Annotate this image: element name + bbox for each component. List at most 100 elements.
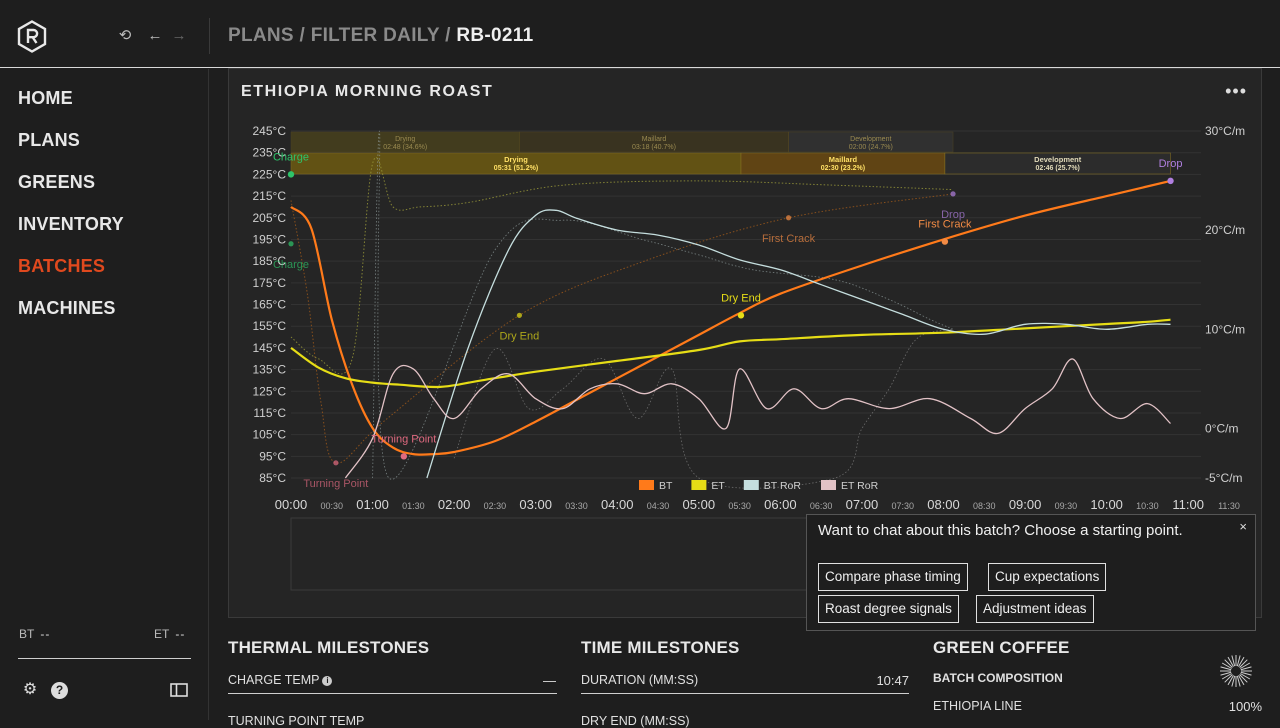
y-tick-label: 205°C <box>253 211 287 225</box>
chart-grid <box>291 130 1201 479</box>
logo-icon[interactable] <box>17 20 47 53</box>
y-tick-label: 135°C <box>253 363 287 377</box>
charge-temp-label: CHARGE TEMP i <box>228 673 333 687</box>
reference-phase-label: Drying <box>395 136 415 143</box>
reference-phase-stat: 02:00 (24.7%) <box>849 144 893 151</box>
x-tick-label: 01:30 <box>402 501 425 511</box>
event-label: Turning Point <box>371 433 436 445</box>
phase-label: Drying <box>504 155 528 164</box>
legend-swatch <box>743 480 759 490</box>
duration-value: 10:47 <box>876 673 909 688</box>
x-tick-label: 07:00 <box>846 497 879 512</box>
chat-option-roast-degree-signals[interactable]: Roast degree signals <box>818 595 959 623</box>
divider <box>228 693 557 694</box>
chat-option-compare-phase-timing[interactable]: Compare phase timing <box>818 563 968 591</box>
event-marker-turning-point <box>400 453 408 460</box>
bt-readout: BT -- <box>19 627 50 641</box>
x-tick-label: 04:00 <box>601 497 634 512</box>
x-tick-label: 02:30 <box>484 501 507 511</box>
batch-composition-title: BATCH COMPOSITION <box>933 671 1063 685</box>
sidebar-item-greens[interactable]: GREENS <box>18 172 96 192</box>
legend-label: BT RoR <box>764 480 802 492</box>
x-tick-label: 05:00 <box>683 497 716 512</box>
legend-swatch <box>821 480 836 490</box>
x-tick-label: 06:00 <box>764 497 797 512</box>
sidebar-item-batches[interactable]: BATCHES <box>18 256 106 276</box>
help-icon[interactable]: ? <box>51 682 68 699</box>
breadcrumb-separator: / <box>445 25 451 46</box>
y-axis-left: 245°C 235°C 225°C 215°C 205°C 195°C 185°C 175°C… <box>253 124 287 485</box>
event-label: Charge <box>273 151 309 163</box>
sidebar-item-home[interactable]: HOME <box>18 88 73 108</box>
arrow-right-icon[interactable]: → <box>171 27 187 44</box>
event-marker-first-crack <box>941 238 949 245</box>
arrow-left-icon[interactable]: ← <box>147 27 163 44</box>
x-tick-label: 00:30 <box>321 501 344 511</box>
composition-item-label: ETHIOPIA LINE <box>933 699 1022 713</box>
x-axis: 00:00 00:30 01:00 01:30 02:00 02:30 03:00 03:30… <box>275 497 1240 512</box>
reference-event-marker <box>333 460 339 466</box>
series-line-et-ror <box>344 358 1171 479</box>
close-icon[interactable]: × <box>1239 519 1247 534</box>
gear-icon[interactable]: ⚙ <box>22 681 38 698</box>
legend-label: ET <box>711 480 725 492</box>
sidebar <box>0 69 209 720</box>
sidebar-item-inventory[interactable]: INVENTORY <box>18 214 124 234</box>
reference-phase-label: Development <box>850 136 891 143</box>
y-tick-label: 125°C <box>253 384 287 398</box>
legend-item-bt: BT <box>639 480 673 492</box>
x-tick-label: 04:30 <box>647 501 670 511</box>
chat-option-adjustment-ideas[interactable]: Adjustment ideas <box>976 595 1094 623</box>
duration-label: DURATION (MM:SS) <box>581 673 699 687</box>
dry-end-label: DRY END (MM:SS) <box>581 714 690 728</box>
x-tick-label: 11:00 <box>1172 497 1204 512</box>
breadcrumb-item-plans[interactable]: PLANS <box>228 25 294 46</box>
sidebar-toggle-icon[interactable] <box>170 682 188 698</box>
history-icon[interactable]: ⟲ <box>118 27 132 44</box>
sidebar-item-machines[interactable]: MACHINES <box>18 298 116 318</box>
y-tick-label: 175°C <box>253 276 287 290</box>
sidebar-item-plans[interactable]: PLANS <box>18 130 81 150</box>
legend-swatch <box>639 480 654 490</box>
reference-event-label: Drop <box>941 209 965 221</box>
x-tick-label: 08:00 <box>927 497 960 512</box>
x-tick-label: 06:30 <box>810 501 833 511</box>
legend-item-bt-ror: BT RoR <box>743 480 802 492</box>
y-tick-label: 225°C <box>253 167 287 181</box>
reference-curves <box>290 130 954 489</box>
legend-item-et: ET <box>691 480 725 492</box>
chat-prompt: Want to chat about this batch? Choose a … <box>806 514 1256 631</box>
phase-label: Development <box>1034 155 1082 164</box>
y-right-tick-label: 0°C/m <box>1205 421 1238 435</box>
y-tick-label: 245°C <box>253 124 287 138</box>
y-tick-label: 195°C <box>253 232 287 246</box>
y-tick-label: 185°C <box>253 254 287 268</box>
chat-option-cup-expectations[interactable]: Cup expectations <box>988 563 1107 591</box>
y-tick-label: 145°C <box>253 341 287 355</box>
x-tick-label: 09:30 <box>1055 501 1078 511</box>
info-icon[interactable]: i <box>322 675 333 686</box>
y-tick-label: 85°C <box>259 471 286 485</box>
reference-event-label: Charge <box>273 259 309 271</box>
y-right-tick-label: 20°C/m <box>1205 223 1245 237</box>
x-tick-label: 08:30 <box>973 501 996 511</box>
y-right-tick-label: 30°C/m <box>1205 124 1245 138</box>
breadcrumb-item-filter-daily[interactable]: FILTER DAILY <box>310 25 440 46</box>
x-tick-label: 10:00 <box>1090 497 1123 512</box>
legend-swatch <box>691 480 707 490</box>
x-tick-label: 01:00 <box>356 497 389 512</box>
x-tick-label: 03:00 <box>519 497 552 512</box>
event-marker-drop <box>1167 177 1174 185</box>
more-icon[interactable]: ••• <box>1225 81 1247 101</box>
bt-label: BT <box>19 627 35 641</box>
legend-label: ET RoR <box>841 480 879 492</box>
y-tick-label: 95°C <box>259 449 286 463</box>
phase-development <box>944 152 1171 175</box>
reference-et-line <box>290 157 954 375</box>
reference-phase-stat: 03:18 (40.7%) <box>632 144 676 151</box>
y-axis-right: 30°C/m 20°C/m 10°C/m 0°C/m -5°C/m <box>1205 124 1245 485</box>
